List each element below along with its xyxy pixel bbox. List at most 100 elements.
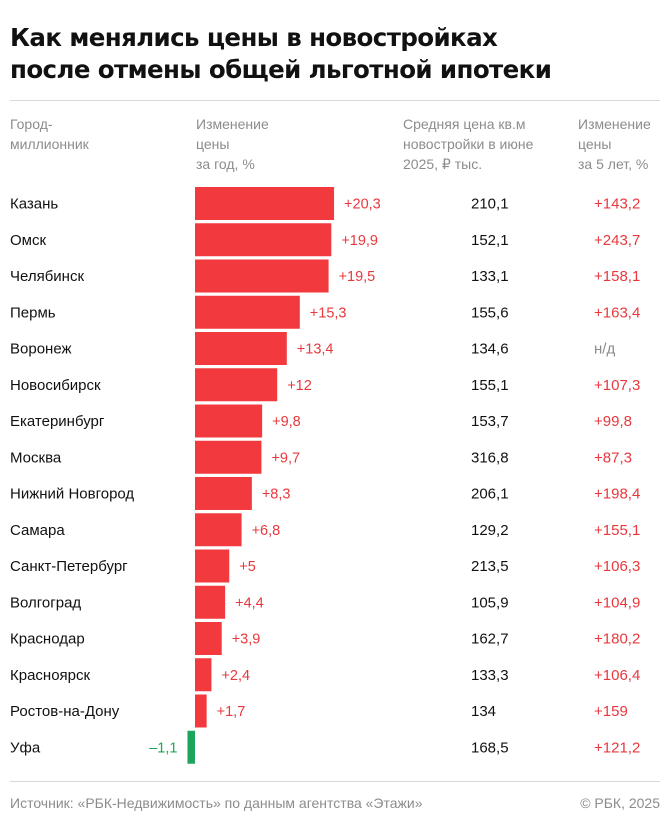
change-5y-value: +106,3 [594,558,640,575]
change-year-bar [195,622,222,655]
city-label: Волгоград [10,594,81,611]
change-year-value-label: +2,4 [221,668,250,684]
avg-price-value: 206,1 [471,486,509,503]
city-label: Казань [10,196,58,213]
change-year-bar [195,549,230,583]
header-change-year: Изменение цены за год, % [196,114,269,174]
change-year-bar [195,368,278,402]
header-city: Город- миллионник [10,114,89,154]
change-year-value-label: +1,7 [217,704,246,720]
change-year-value-label: +8,3 [262,487,291,503]
header-change-5y-line: цены [578,136,612,152]
copyright: © РБК, 2025 [580,795,660,811]
change-year-bar [195,332,287,365]
change-year-value-label: +9,7 [271,450,300,466]
change-5y-value: +99,8 [594,413,632,430]
change-5y-value: +180,2 [594,631,640,648]
city-label: Новосибирск [10,377,101,394]
header-avg-price: Средняя цена кв.м новостройки в июне 202… [403,114,533,174]
change-year-bar [195,295,300,329]
avg-price-value: 153,7 [471,413,509,430]
change-5y-value: +163,4 [594,304,640,321]
header-change-year-line: за год, % [196,156,255,172]
header-change-year-line: цены [196,136,230,152]
change-5y-value: +143,2 [594,196,640,213]
avg-price-value: 133,3 [471,667,509,684]
city-label: Москва [10,449,62,466]
avg-price-value: 134,6 [471,341,509,358]
change-year-value-label: +12 [287,378,312,394]
city-label: Краснодар [10,631,85,648]
avg-price-value: 213,5 [471,558,509,575]
change-5y-value: +107,3 [594,377,640,394]
avg-price-value: 162,7 [471,631,509,648]
city-label: Омск [10,232,46,249]
avg-price-value: 105,9 [471,594,509,611]
city-label: Самара [10,522,65,539]
avg-price-value: 316,8 [471,449,509,466]
change-year-bar [195,477,252,510]
change-5y-value: +87,3 [594,449,632,466]
change-year-value-label: +13,4 [297,342,334,358]
avg-price-value: 134 [471,703,496,720]
change-5y-value: +121,2 [594,739,640,756]
header-change-5y-line: за 5 лет, % [578,156,649,172]
header-change-5y: Изменение цены за 5 лет, % [578,114,651,174]
header-change-5y-line: Изменение [578,116,651,132]
change-year-bar [195,259,329,293]
city-label: Нижний Новгород [10,486,134,503]
source-note: Источник: «РБК-Недвижимость» по данным а… [10,795,423,811]
city-label: Ростов-на-Дону [10,703,120,720]
bottom-divider [10,781,660,782]
city-label: Санкт-Петербург [10,558,128,575]
change-year-bar [195,187,335,220]
change-year-value-label: +9,8 [272,414,301,430]
change-year-value-label: +20,3 [344,197,381,213]
header-change-year-line: Изменение [196,116,269,132]
change-year-value-label: –1,1 [149,740,177,756]
change-5y-value: н/д [594,341,615,358]
change-year-value-label: +5 [239,559,256,575]
city-label: Челябинск [10,268,84,285]
change-year-bar [195,694,207,728]
avg-price-value: 133,1 [471,268,509,285]
change-5y-value: +106,4 [594,667,640,684]
change-year-bar [187,730,195,764]
title-line-2: после отмены общей льготной ипотеки [10,55,552,84]
header-city-line: Город- [10,116,53,132]
change-year-value-label: +4,4 [235,595,264,611]
header-avg-price-line: Средняя цена кв.м [403,116,526,132]
change-year-bar [195,658,212,692]
top-divider [10,100,660,101]
avg-price-value: 168,5 [471,739,509,756]
city-label: Уфа [10,739,41,756]
change-year-bar [195,585,226,619]
change-5y-value: +104,9 [594,594,640,611]
city-label: Красноярск [10,667,91,684]
header-avg-price-line: новостройки в июне [403,136,534,152]
change-year-bar [195,440,262,474]
change-year-bar [195,223,332,257]
avg-price-value: 155,6 [471,304,509,321]
avg-price-value: 155,1 [471,377,509,394]
change-5y-value: +158,1 [594,268,640,285]
title-line-1: Как менялись цены в новостройках [10,23,498,52]
change-year-value-label: +6,8 [252,523,281,539]
change-year-value-label: +3,9 [232,632,261,648]
header-city-line: миллионник [10,136,89,152]
header-avg-price-line: 2025, ₽ тыс. [403,156,483,172]
avg-price-value: 210,1 [471,196,509,213]
change-5y-value: +155,1 [594,522,640,539]
city-label: Воронеж [10,341,72,358]
change-5y-value: +159 [594,703,628,720]
change-year-value-label: +19,9 [341,233,378,249]
page-title: Как менялись цены в новостройках после о… [10,22,650,86]
change-5y-value: +243,7 [594,232,640,249]
change-year-value-label: +19,5 [339,269,376,285]
change-year-bar [195,404,263,438]
avg-price-value: 129,2 [471,522,509,539]
price-change-table-chart: Казань +20,3 210,1 +143,2 Омск +19,9 152,1 +243… [10,187,640,764]
change-year-bar [195,513,242,547]
change-year-value-label: +15,3 [310,305,347,321]
change-5y-value: +198,4 [594,486,640,503]
